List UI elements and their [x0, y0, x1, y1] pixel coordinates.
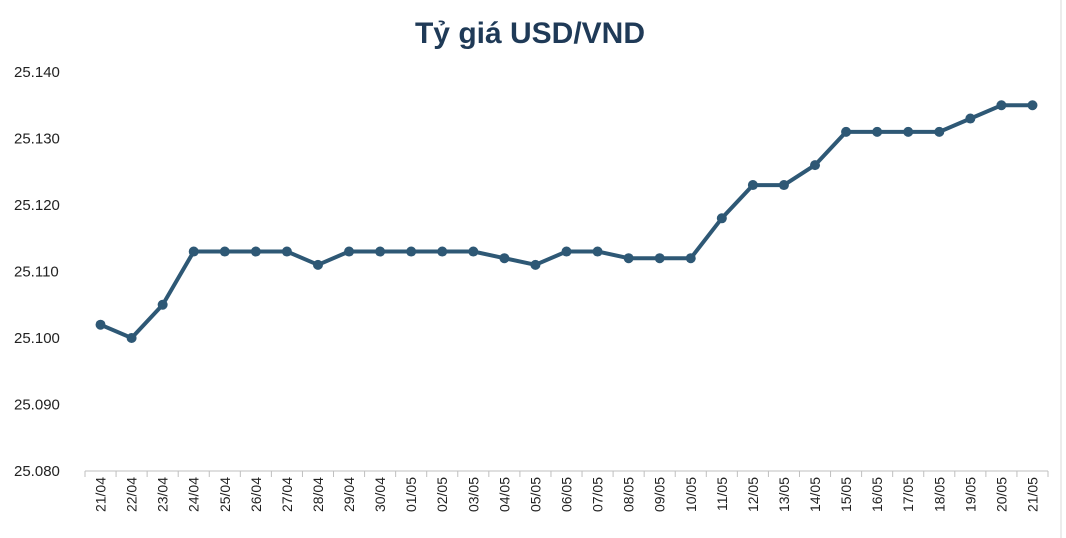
data-point [344, 246, 355, 257]
data-point [312, 259, 323, 270]
x-tick-label: 07/05 [590, 477, 606, 512]
data-point [778, 180, 789, 191]
x-tick-label: 02/05 [434, 477, 450, 512]
series-line [98, 103, 1035, 340]
data-point [126, 333, 137, 343]
data-point [157, 299, 168, 310]
data-point [996, 100, 1007, 111]
y-axis: 25.080 25.090 25.100 25.110 25.120 25.130 25.1… [14, 64, 60, 480]
x-tick-label: 19/05 [962, 477, 978, 512]
data-point [219, 246, 230, 257]
data-point [810, 160, 821, 171]
data-point [561, 246, 572, 257]
x-tick-label: 30/04 [372, 477, 388, 512]
x-tick-label: 10/05 [683, 477, 699, 512]
x-tick-label: 29/04 [341, 477, 357, 512]
data-point [747, 180, 758, 191]
data-point [530, 259, 541, 270]
data-point [841, 126, 852, 137]
y-tick-label: 25.090 [14, 397, 60, 414]
x-tick-label: 12/05 [745, 477, 761, 512]
x-tick-label: 13/05 [776, 477, 792, 512]
y-tick-label: 25.140 [14, 64, 60, 81]
x-tick-label: 23/04 [155, 477, 171, 512]
data-point [965, 113, 976, 124]
data-point [406, 246, 417, 257]
x-axis: 21/04 22/04 23/04 24/04 25/04 26/04 27/04 28/04… [84, 470, 1049, 512]
x-tick-label: 01/05 [403, 477, 419, 512]
y-tick-label: 25.120 [14, 197, 60, 214]
data-point [281, 246, 292, 257]
x-tick-label: 06/05 [559, 477, 575, 512]
data-point [872, 126, 883, 137]
x-tick-label: 20/05 [993, 477, 1009, 512]
x-tick-label: 24/04 [186, 477, 202, 512]
data-point [499, 253, 510, 264]
x-tick-label: 09/05 [652, 477, 668, 512]
x-tick-label: 28/04 [310, 477, 326, 512]
x-tick-label: 27/04 [279, 477, 295, 512]
data-point [437, 246, 448, 257]
y-tick-label: 25.110 [14, 264, 59, 281]
data-point [188, 246, 199, 257]
x-tick-label: 21/04 [93, 477, 109, 512]
data-point [685, 253, 696, 264]
series-line-group [95, 100, 1038, 343]
x-tick-label: 04/05 [496, 477, 512, 512]
data-point [592, 246, 603, 257]
chart-title: Tỷ giá USD/VND [415, 17, 645, 50]
data-point [250, 246, 261, 257]
data-point [623, 253, 634, 264]
data-point [375, 246, 386, 257]
x-tick-label: 03/05 [465, 477, 481, 512]
y-tick-label: 25.080 [14, 463, 60, 480]
data-point [934, 126, 945, 137]
x-tick-label: 18/05 [931, 477, 947, 512]
data-point [716, 213, 727, 224]
x-tick-label: 16/05 [869, 477, 885, 512]
data-point [1027, 100, 1038, 111]
x-tick-label: 26/04 [248, 477, 264, 512]
data-point [654, 253, 665, 264]
y-tick-label: 25.100 [14, 330, 60, 347]
y-tick-label: 25.130 [14, 131, 60, 148]
x-tick-label: 14/05 [807, 477, 823, 512]
x-tick-label: 25/04 [217, 477, 233, 512]
data-point [903, 126, 914, 137]
x-tick-label: 22/04 [124, 477, 140, 512]
x-tick-label: 21/05 [1024, 477, 1040, 512]
x-tick-label: 08/05 [621, 477, 637, 512]
data-point [468, 246, 479, 257]
x-tick-label: 11/05 [714, 477, 730, 511]
data-point [95, 319, 106, 330]
x-tick-label: 17/05 [900, 477, 916, 512]
x-tick-label: 05/05 [527, 477, 543, 512]
x-tick-label: 15/05 [838, 477, 854, 512]
